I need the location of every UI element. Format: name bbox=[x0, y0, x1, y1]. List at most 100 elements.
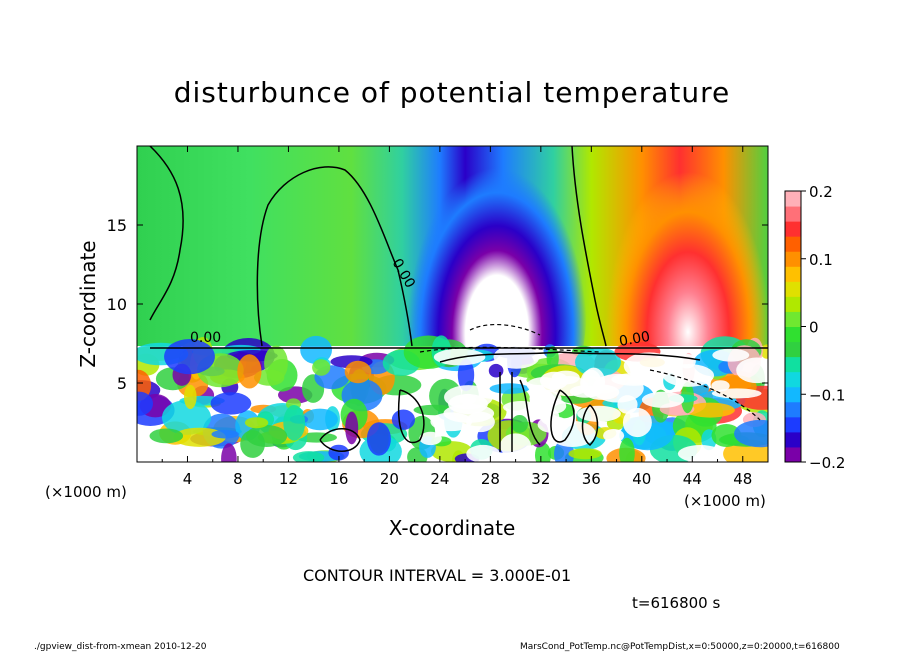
turbulence-cell bbox=[488, 363, 504, 378]
turbulence-cell bbox=[619, 437, 635, 462]
turbulence-cell bbox=[685, 402, 735, 418]
turbulence-cell bbox=[237, 354, 262, 389]
x-tick-label: 48 bbox=[733, 470, 752, 488]
neutral-cell bbox=[500, 433, 531, 458]
turbulence-cell bbox=[457, 358, 475, 392]
cold-core bbox=[407, 146, 587, 346]
colorbar-swatch bbox=[785, 311, 801, 327]
neutral-cell bbox=[580, 369, 602, 398]
turbulence-cell bbox=[162, 400, 211, 435]
contour-line bbox=[571, 146, 607, 347]
chart-title: disturbunce of potential temperature bbox=[173, 76, 731, 109]
y-axis-label: Z-coordinate bbox=[76, 240, 100, 367]
neutral-cell bbox=[539, 371, 569, 390]
turbulence-cell bbox=[345, 411, 359, 445]
colorbar-swatch bbox=[785, 266, 801, 282]
contour-label: 0.00 bbox=[618, 329, 651, 350]
contour-line bbox=[439, 351, 701, 363]
x-tick-label: 36 bbox=[582, 470, 601, 488]
colorbar-swatch bbox=[785, 206, 801, 222]
turbulence-cell bbox=[210, 392, 252, 415]
z-tick-label: 15 bbox=[107, 216, 127, 235]
time-label: t=616800 s bbox=[632, 594, 721, 612]
colorbar-swatch bbox=[785, 296, 801, 312]
neutral-cell bbox=[662, 363, 715, 387]
x-axis-label: X-coordinate bbox=[389, 516, 516, 540]
colorbar-swatch bbox=[785, 251, 801, 267]
turbulence-cell bbox=[254, 369, 285, 386]
x-unit-right: (×1000 m) bbox=[684, 492, 766, 510]
neutral-cell bbox=[444, 385, 493, 410]
contour-line bbox=[581, 404, 599, 446]
turbulence-cell bbox=[711, 424, 742, 447]
neutral-cell bbox=[711, 380, 730, 392]
z-tick-label: 10 bbox=[107, 295, 127, 314]
contour-lines bbox=[149, 146, 768, 452]
negative-contour-line bbox=[649, 369, 761, 421]
footer-right: MarsCond_PotTemp.nc@PotTempDist,x=0:5000… bbox=[520, 642, 840, 652]
turbulence-cell bbox=[575, 347, 621, 378]
colorbar-swatch bbox=[785, 386, 801, 403]
turbulence-cell bbox=[301, 408, 338, 431]
neutral-cell bbox=[419, 431, 442, 446]
neutral-cell bbox=[548, 420, 596, 447]
colorbar-tick-label: −0.1 bbox=[809, 386, 845, 404]
neutral-cell bbox=[493, 345, 540, 369]
contour-line bbox=[550, 389, 575, 443]
x-tick-label: 20 bbox=[380, 470, 399, 488]
negative-contour-line bbox=[419, 346, 601, 353]
turbulence-cell bbox=[300, 335, 332, 365]
neutral-cell bbox=[617, 395, 638, 414]
neutral-cell bbox=[540, 408, 560, 425]
neutral-cell bbox=[736, 357, 768, 384]
colorbar-swatch bbox=[785, 431, 801, 448]
colorbar-swatch bbox=[785, 326, 801, 343]
turbulence-cell bbox=[184, 384, 197, 410]
z-tick-label: 5 bbox=[117, 374, 127, 393]
turbulence-cell bbox=[344, 360, 372, 384]
colorbar-swatch bbox=[785, 281, 801, 297]
turbulence-cell bbox=[246, 425, 288, 447]
neutral-cell bbox=[603, 428, 625, 443]
turbulence-cell bbox=[244, 417, 269, 429]
contour-line bbox=[319, 428, 361, 452]
contour-interval: CONTOUR INTERVAL = 3.000E-01 bbox=[303, 566, 572, 585]
warm-core bbox=[606, 146, 768, 346]
turbulence-cell bbox=[149, 428, 184, 444]
neutral-cell bbox=[466, 444, 500, 462]
colorbar-tick-label: −0.2 bbox=[809, 454, 845, 472]
neutral-cell bbox=[622, 407, 652, 438]
turbulence-cell bbox=[734, 419, 768, 448]
colorbar-swatch bbox=[785, 401, 801, 418]
colorbar-swatch bbox=[785, 416, 801, 433]
turbulence-cell bbox=[283, 405, 306, 441]
neutral-cell bbox=[641, 391, 685, 408]
turbulence-cell bbox=[511, 415, 529, 433]
x-axis: 4 8 12 16 20 24 28 32 36 40 44 48 bbox=[161, 146, 752, 488]
neutral-cell bbox=[529, 389, 562, 408]
turbulence-cell bbox=[211, 429, 239, 439]
x-tick-label: 28 bbox=[481, 470, 500, 488]
contour-line bbox=[519, 379, 541, 446]
turbulence-cell bbox=[221, 443, 237, 462]
lower-turbulence bbox=[137, 335, 768, 462]
colorbar-swatch bbox=[785, 371, 801, 388]
colorbar-swatch bbox=[785, 341, 801, 358]
x-tick-label: 4 bbox=[183, 470, 193, 488]
contour-line bbox=[256, 166, 413, 347]
neutral-cell bbox=[502, 400, 540, 414]
z-axis: 5 10 15 bbox=[107, 216, 768, 393]
colorbar-tick-label: 0 bbox=[809, 319, 819, 337]
x-tick-label: 24 bbox=[430, 470, 449, 488]
x-tick-label: 32 bbox=[531, 470, 550, 488]
colorbar-swatch bbox=[785, 191, 801, 207]
negative-contour-line bbox=[469, 324, 541, 336]
colorbar-tick-label: 0.2 bbox=[809, 183, 833, 201]
turbulence-cell bbox=[366, 422, 391, 456]
turbulence-cell bbox=[137, 391, 153, 416]
neutral-cell bbox=[711, 388, 762, 399]
colorbar-swatch bbox=[785, 221, 801, 237]
neutral-cell bbox=[443, 403, 495, 423]
neutral-cell bbox=[623, 352, 675, 380]
